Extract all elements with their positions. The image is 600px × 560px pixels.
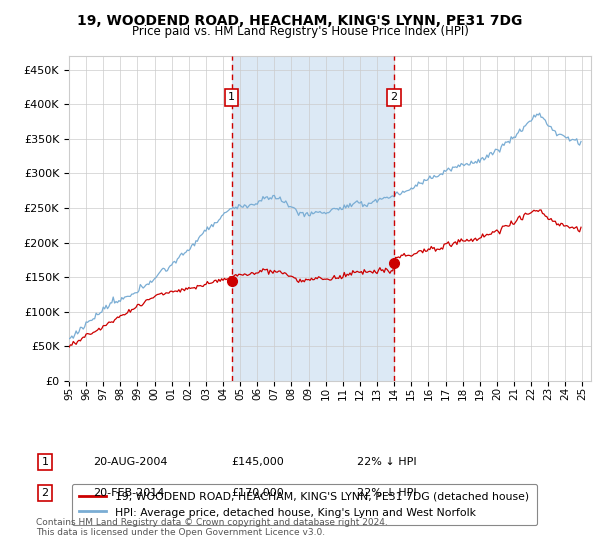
Text: 20-AUG-2004: 20-AUG-2004 — [93, 457, 167, 467]
Text: 20-FEB-2014: 20-FEB-2014 — [93, 488, 164, 498]
Text: £170,000: £170,000 — [231, 488, 284, 498]
Text: Price paid vs. HM Land Registry's House Price Index (HPI): Price paid vs. HM Land Registry's House … — [131, 25, 469, 38]
Text: 19, WOODEND ROAD, HEACHAM, KING'S LYNN, PE31 7DG: 19, WOODEND ROAD, HEACHAM, KING'S LYNN, … — [77, 14, 523, 28]
Text: 1: 1 — [41, 457, 49, 467]
Text: 22% ↓ HPI: 22% ↓ HPI — [357, 488, 416, 498]
Text: Contains HM Land Registry data © Crown copyright and database right 2024.
This d: Contains HM Land Registry data © Crown c… — [36, 518, 388, 538]
Text: 2: 2 — [41, 488, 49, 498]
Bar — [232, 56, 394, 381]
Legend: 19, WOODEND ROAD, HEACHAM, KING'S LYNN, PE31 7DG (detached house), HPI: Average : 19, WOODEND ROAD, HEACHAM, KING'S LYNN, … — [72, 484, 537, 525]
Text: 22% ↓ HPI: 22% ↓ HPI — [357, 457, 416, 467]
Text: 1: 1 — [228, 92, 235, 102]
Text: £145,000: £145,000 — [231, 457, 284, 467]
Text: 2: 2 — [391, 92, 398, 102]
